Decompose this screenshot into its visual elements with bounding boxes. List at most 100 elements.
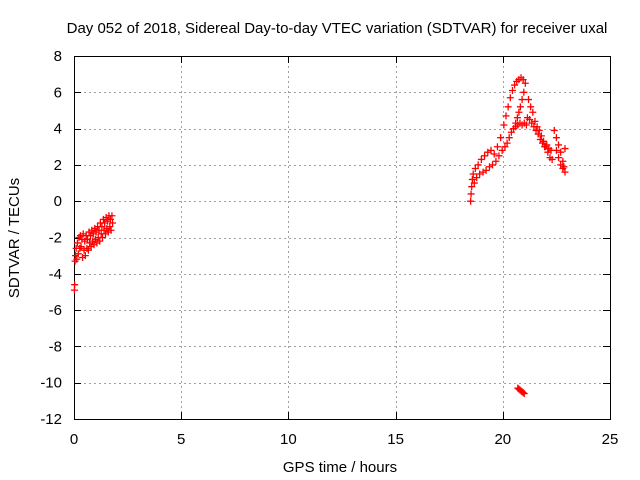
data-point	[98, 223, 106, 231]
y-tick-label: 0	[54, 193, 62, 210]
data-point	[489, 161, 497, 169]
data-point	[106, 223, 114, 231]
x-tick-label: 15	[387, 431, 404, 448]
y-tick-label: -10	[40, 375, 62, 392]
data-point	[77, 243, 85, 251]
data-point	[518, 96, 526, 104]
data-point	[540, 137, 548, 145]
data-point	[507, 128, 515, 136]
data-point	[108, 212, 116, 220]
data-point	[468, 175, 476, 183]
data-point	[473, 174, 481, 182]
data-point	[498, 146, 506, 154]
data-point	[492, 157, 500, 165]
data-point	[508, 86, 516, 94]
data-point	[520, 390, 528, 398]
y-axis-label: SDTVAR / TECUs	[6, 178, 23, 298]
data-point	[522, 121, 530, 129]
chart-title: Day 052 of 2018, Sidereal Day-to-day VTE…	[67, 20, 608, 37]
data-point	[490, 150, 498, 158]
data-point	[497, 134, 505, 142]
data-points	[70, 74, 569, 398]
data-point	[513, 114, 521, 122]
data-point	[74, 250, 82, 258]
data-point	[535, 126, 543, 134]
data-point	[559, 157, 567, 165]
data-point	[512, 119, 520, 127]
data-point	[552, 146, 560, 154]
data-point	[519, 389, 527, 397]
y-tick-label: 8	[54, 48, 62, 65]
data-point	[467, 190, 475, 198]
data-point	[109, 219, 117, 227]
grid-lines	[74, 56, 610, 419]
x-tick-label: 10	[280, 431, 297, 448]
data-point	[73, 239, 81, 247]
data-point	[520, 88, 528, 96]
x-tick-label: 20	[494, 431, 511, 448]
y-tick-label: 2	[54, 157, 62, 174]
data-point	[493, 143, 501, 151]
x-tick-labels: 0 5 10 15 20 25	[70, 431, 619, 448]
data-point	[474, 161, 482, 169]
data-point	[527, 103, 535, 111]
data-point	[495, 152, 503, 160]
y-tick-label: -8	[49, 338, 62, 355]
x-tick-label: 5	[177, 431, 185, 448]
data-point	[506, 94, 514, 102]
data-point	[511, 81, 519, 89]
data-point	[557, 148, 565, 156]
data-point	[555, 154, 563, 162]
data-point	[99, 234, 107, 241]
data-point	[533, 123, 541, 131]
data-point	[544, 148, 552, 156]
data-point	[502, 112, 510, 120]
data-point	[516, 103, 524, 111]
y-tick-label: -2	[49, 230, 62, 247]
data-point	[468, 183, 476, 191]
data-point	[477, 155, 485, 163]
data-point	[561, 168, 569, 176]
data-point	[550, 126, 558, 134]
x-tick-label: 25	[602, 431, 619, 448]
y-tick-label: -4	[49, 266, 62, 283]
data-point	[559, 165, 567, 173]
data-point	[521, 79, 529, 87]
data-point	[561, 145, 569, 153]
data-point	[470, 179, 478, 187]
data-point	[467, 197, 475, 205]
data-point	[531, 117, 539, 125]
data-point	[529, 108, 537, 116]
x-axis-label: GPS time / hours	[283, 459, 397, 476]
data-point	[471, 165, 479, 173]
data-point	[84, 235, 92, 243]
data-point	[501, 143, 509, 151]
data-point	[537, 132, 545, 140]
data-point	[552, 134, 560, 142]
data-point	[526, 116, 534, 124]
y-tick-label: 6	[54, 84, 62, 101]
data-point	[542, 143, 550, 151]
data-point	[500, 121, 508, 129]
data-point	[515, 108, 523, 116]
data-point	[106, 215, 114, 223]
data-point	[504, 103, 512, 111]
y-tick-labels: -12 -10 -8 -6 -4 -2 0 2 4 6 8	[40, 48, 62, 428]
data-point	[525, 96, 533, 104]
tick-marks	[74, 56, 611, 420]
data-point	[505, 134, 513, 142]
data-point	[96, 237, 104, 245]
y-tick-label: -12	[40, 411, 62, 428]
data-point	[503, 139, 511, 147]
data-point	[555, 141, 563, 149]
data-point	[81, 252, 89, 260]
data-point	[73, 255, 81, 263]
data-point	[519, 76, 527, 84]
data-point	[548, 155, 556, 163]
data-point	[557, 161, 565, 169]
data-point	[71, 281, 79, 289]
y-tick-label: -6	[49, 302, 62, 319]
data-point	[469, 170, 477, 178]
data-point	[487, 146, 495, 154]
